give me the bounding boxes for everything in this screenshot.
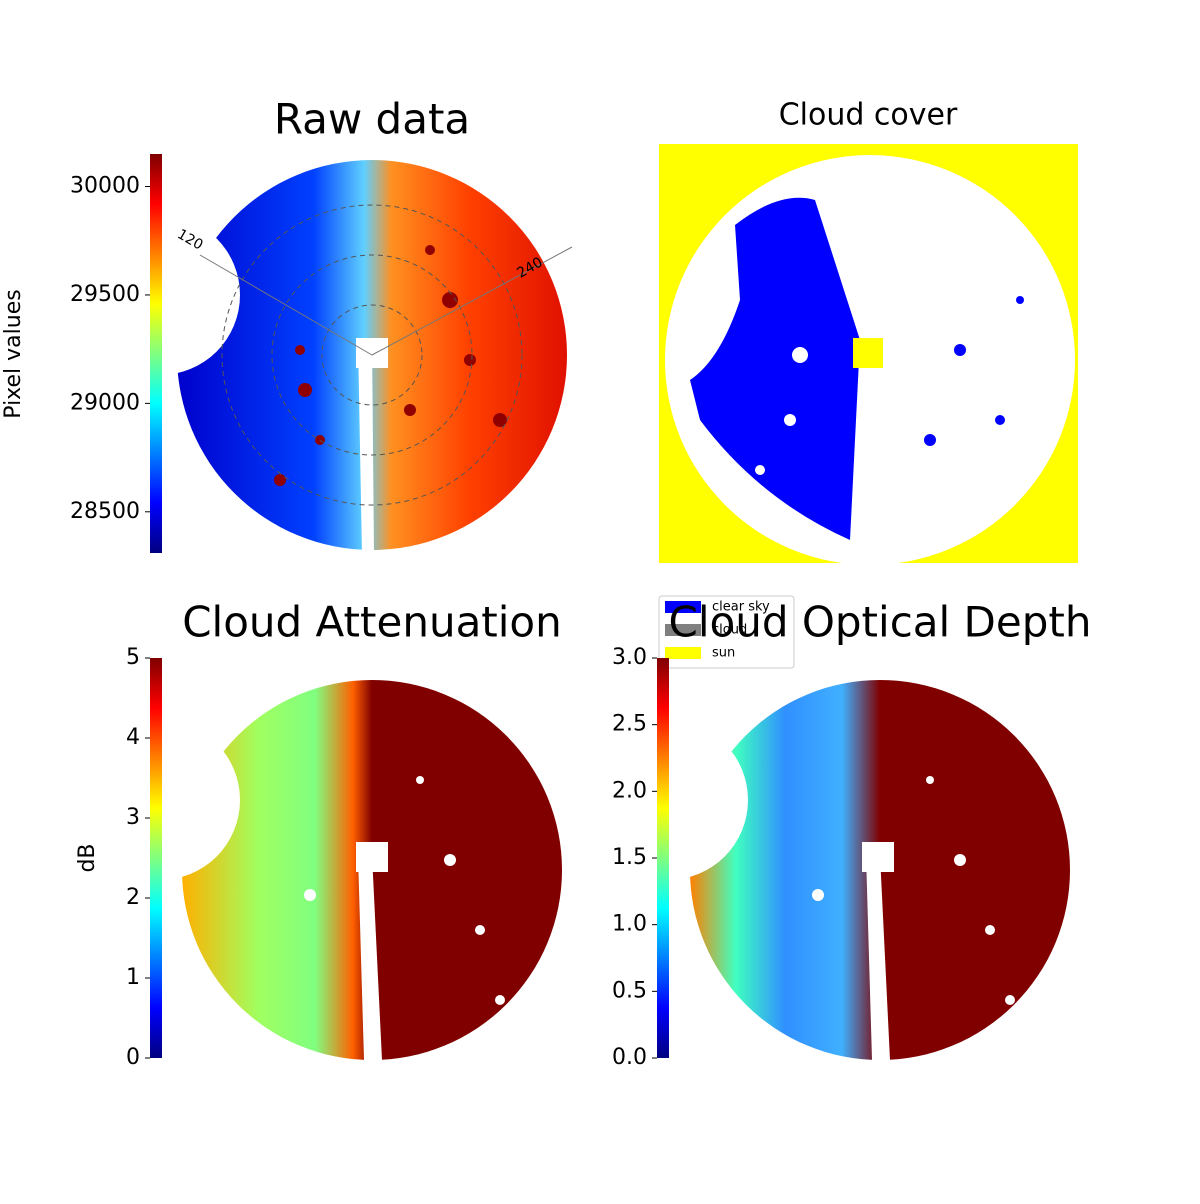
tick-label: 29000 (70, 390, 140, 415)
tick-label: 2.5 (612, 712, 647, 737)
tick-label: 3.0 (612, 645, 647, 670)
tick-label: 5 (126, 645, 140, 670)
colorbar (657, 658, 669, 1058)
legend-label: clear sky (712, 600, 770, 615)
colorbar (150, 154, 162, 553)
tick-label: 29500 (70, 282, 140, 307)
optical-depth-image (588, 680, 1070, 1060)
tick-label: 0.5 (612, 978, 647, 1003)
tick-label: 4 (126, 725, 140, 750)
tick-label: 1.0 (612, 912, 647, 937)
tick-label: 2.0 (612, 778, 647, 803)
legend-swatch (665, 647, 701, 659)
tick-label: 0.0 (612, 1045, 647, 1070)
tick-label: 30000 (70, 174, 140, 199)
tick-label: 1.5 (612, 845, 647, 870)
tick-label: 28500 (70, 499, 140, 524)
colorbar (150, 658, 162, 1058)
panel-title: Cloud Optical Depth (669, 598, 1092, 647)
tick-label: 0 (126, 1045, 140, 1070)
legend: clear sky cloud sun (658, 595, 795, 669)
tick-label: 3 (126, 805, 140, 830)
tick-label: 2 (126, 885, 140, 910)
raw-image (80, 160, 573, 555)
legend-swatch (665, 624, 701, 636)
panel-title: Cloud cover (779, 98, 958, 133)
colorbar-label: Pixel values (1, 289, 26, 418)
panel-title: Cloud Attenuation (182, 598, 562, 647)
panel-title: Raw data (274, 95, 470, 144)
tick-label: 1 (126, 965, 140, 990)
cloud-cover-image (659, 144, 1078, 565)
colorbar-label: dB (75, 843, 100, 872)
legend-label: sun (712, 646, 735, 661)
legend-swatch (665, 601, 701, 613)
legend-label: cloud (712, 623, 747, 638)
